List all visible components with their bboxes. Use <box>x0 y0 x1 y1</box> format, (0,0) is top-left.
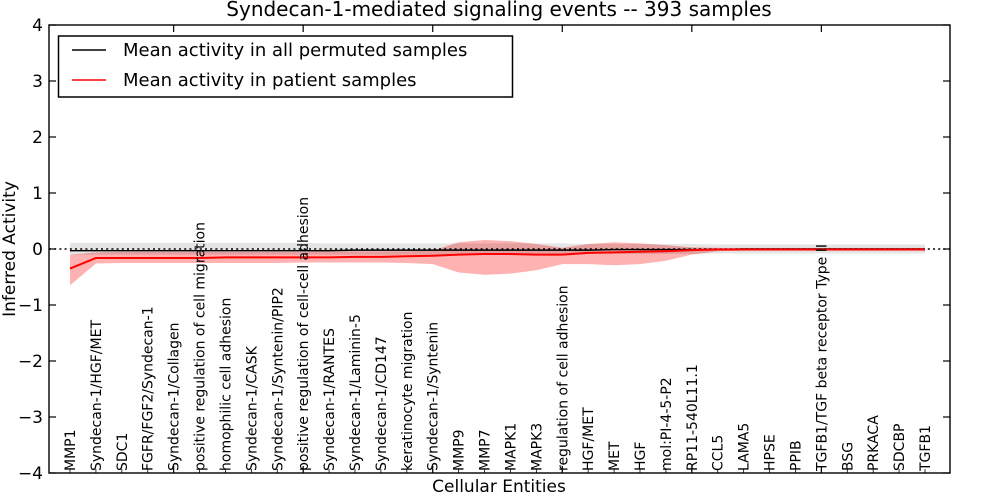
y-tick-label: −1 <box>18 296 43 316</box>
x-category-label: Syndecan-1/Syntenin/PIP2 <box>270 287 286 471</box>
x-category-label: MET <box>607 441 623 471</box>
y-tick-label: 2 <box>32 128 43 148</box>
x-category-label: homophilic cell adhesion <box>218 298 234 471</box>
x-category-label: CCL5 <box>711 435 727 471</box>
x-category-label: Syndecan-1/CASK <box>244 345 260 471</box>
x-category-label: positive regulation of cell-cell adhesio… <box>296 197 312 471</box>
legend-label-patient: Mean activity in patient samples <box>123 70 417 91</box>
x-category-label: HGF <box>633 442 649 471</box>
x-category-label: PPIB <box>788 440 804 471</box>
x-category-label: mol:PI-4-5-P2 <box>659 377 675 471</box>
x-category-label: MMP7 <box>478 429 494 471</box>
y-tick-label: 4 <box>32 16 43 36</box>
y-tick-label: −4 <box>18 464 43 484</box>
x-category-label: Syndecan-1/RANTES <box>322 328 338 471</box>
y-tick-label: 1 <box>32 184 43 204</box>
legend: Mean activity in all permuted samples Me… <box>57 35 514 98</box>
x-category-label: HPSE <box>763 434 779 471</box>
chart-title: Syndecan-1-mediated signaling events -- … <box>226 0 771 21</box>
patient-confidence-band <box>70 240 925 286</box>
x-category-label: PRKACA <box>866 415 882 471</box>
y-axis-label: Inferred Activity <box>0 181 20 317</box>
x-category-label: Syndecan-1/Laminin-5 <box>348 314 364 471</box>
y-tick-label: 0 <box>32 240 43 260</box>
x-category-label: SDCBP <box>892 424 908 472</box>
x-category-label: regulation of cell adhesion <box>555 285 571 471</box>
x-category-label: MAPK1 <box>503 423 519 471</box>
x-category-label: Syndecan-1/Collagen <box>167 323 183 471</box>
x-category-label: RP11-540L11.1 <box>685 364 701 471</box>
legend-label-permuted: Mean activity in all permuted samples <box>123 40 467 61</box>
x-category-label: MMP1 <box>63 429 79 471</box>
x-category-label: LAMA5 <box>737 423 753 471</box>
x-category-label: Syndecan-1/HGF/MET <box>89 320 105 471</box>
x-category-label: MMP9 <box>452 429 468 471</box>
x-axis-label: Cellular Entities <box>432 477 566 497</box>
x-category-label: MAPK3 <box>529 423 545 471</box>
x-category-label: TGFB1 <box>918 425 934 472</box>
y-tick-label: 3 <box>32 72 43 92</box>
plot-area: 4 3 2 1 0 −1 −2 −3 −4 MMP1 Syndecan-1/HGF/MET SDC1 F… <box>18 16 951 484</box>
x-category-label: keratinocyte migration <box>400 312 416 471</box>
x-category-label: Syndecan-1/CD147 <box>374 336 390 471</box>
x-category-label: HGF/MET <box>581 407 597 471</box>
y-tick-label: −3 <box>18 408 43 428</box>
x-category-label: SDC1 <box>115 433 131 471</box>
x-category-label: TGFB1/TGF beta receptor Type II <box>814 244 830 472</box>
y-tick-label: −2 <box>18 352 43 372</box>
axes-frame <box>48 24 951 474</box>
x-category-label: FGFR/FGF2/Syndecan-1 <box>141 306 157 471</box>
legend-box <box>57 35 514 98</box>
x-category-label: BSG <box>840 442 856 471</box>
patient-mean-line <box>69 248 925 270</box>
x-category-label: positive regulation of cell migration <box>193 222 209 471</box>
x-category-label: Syndecan-1/Syntenin <box>426 322 442 471</box>
